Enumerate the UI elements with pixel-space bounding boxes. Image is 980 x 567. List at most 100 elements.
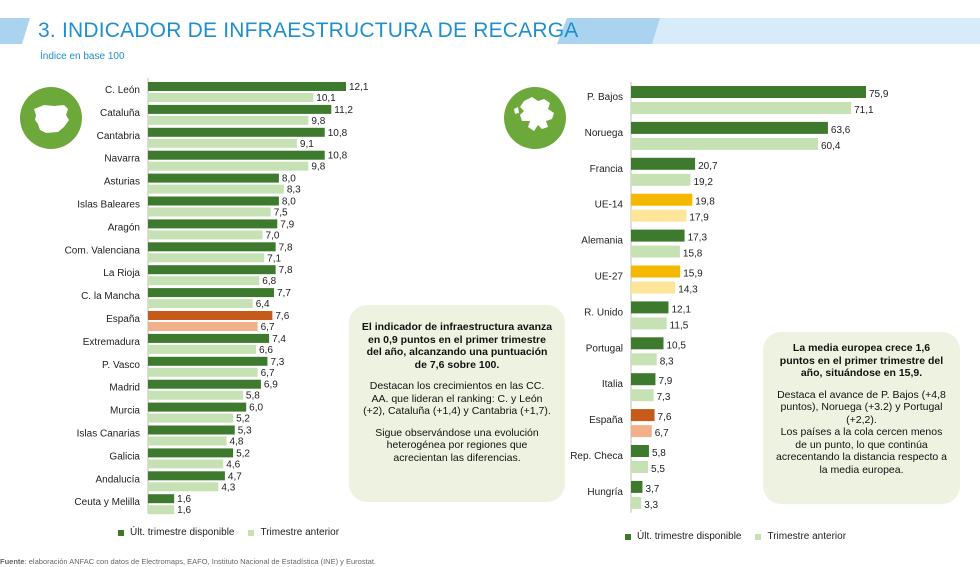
value-label-current-alemania: 17,3 [688,233,708,244]
footer-source: Fuente: elaboración ANFAC con datos de E… [0,557,376,566]
legend-previous-label: Trimestre anterior [767,531,847,542]
value-label-previous-extremadura: 6,6 [259,345,273,356]
value-label-previous-andalucia: 4,3 [221,482,235,493]
bar-previous-portugal [631,353,657,366]
legend-right: Últ. trimestre disponible Trimestre ante… [625,531,846,542]
bar-current-francia [631,157,696,170]
value-label-previous-c-leon: 10,1 [316,93,336,104]
value-label-current-extremadura: 7,4 [272,334,286,345]
value-label-current-com-valenciana: 7,8 [279,242,293,253]
value-label-previous-noruega: 60,4 [821,141,841,152]
header-band-left [0,18,30,44]
value-label-current-galicia: 5,2 [236,448,250,459]
value-label-previous-galicia: 4,6 [226,459,240,470]
bar-previous-islas-canarias [148,436,227,446]
category-label-ue-27: UE-27 [595,272,624,283]
value-label-current-andalucia: 4,7 [228,471,242,482]
category-label-portugal: Portugal [586,343,623,354]
bar-current-rep-checa [631,445,649,457]
bar-previous-cataluna [148,115,309,125]
legend-current-swatch [625,533,631,540]
bar-previous-ue-27 [631,281,676,294]
value-label-current-p-bajos: 75,9 [869,89,889,100]
category-label-islas-canarias: Islas Canarias [77,429,140,440]
value-label-current-espana: 7,6 [275,311,289,322]
category-label-navarra: Navarra [104,154,140,165]
bar-previous-p-bajos [631,102,852,114]
value-label-previous-rep-checa: 5,5 [651,464,665,475]
value-label-current-francia: 20,7 [698,161,718,172]
category-label-r-unido: R. Unido [584,307,623,318]
note-left-p3: Sigue observándose una evolución heterog… [375,426,539,464]
note-right-p3: Los países a la cola cercen menos de un … [775,426,948,476]
value-label-current-ue-14: 19,8 [695,197,715,208]
bar-current-andalucia [148,471,225,481]
value-label-previous-asturias: 8,3 [287,185,301,196]
bar-current-com-valenciana [148,242,276,252]
footer-source-label: Fuente [0,557,25,566]
bar-previous-com-valenciana [148,253,265,263]
bar-previous-madrid [148,390,243,400]
value-label-current-rep-checa: 5,8 [652,448,666,459]
bar-previous-islas-baleares [148,207,271,217]
category-label-c-la-mancha: C. la Mancha [81,291,140,302]
value-label-current-murcia: 6,0 [249,403,263,414]
value-label-current-madrid: 6,9 [264,380,278,391]
value-label-previous-la-rioja: 6,8 [262,276,276,287]
category-label-rep-checa: Rep. Checa [570,451,623,462]
category-label-madrid: Madrid [109,383,140,394]
value-label-previous-espana: 6,7 [261,322,275,333]
bar-previous-extremadura [148,344,256,354]
bar-previous-navarra [148,161,309,171]
header-band [0,18,980,44]
category-label-asturias: Asturias [104,177,140,188]
category-label-ceuta-y-melilla: Ceuta y Melilla [74,497,140,508]
value-label-current-la-rioja: 7,8 [279,265,293,276]
legend-left: Últ. trimestre disponible Trimestre ante… [118,527,339,538]
category-label-hungria: Hungría [587,487,623,498]
bar-current-cataluna [148,104,332,114]
bar-current-italia [631,373,656,386]
bar-current-aragon [148,219,278,229]
category-label-aragon: Aragón [108,222,140,233]
bar-current-ue-14 [631,193,693,206]
value-label-previous-madrid: 5,8 [246,391,260,402]
legend-previous-swatch [755,533,762,540]
note-right: La media europea crece 1,6 puntos en el … [763,332,960,504]
value-label-previous-murcia: 5,2 [236,414,250,425]
bar-current-espana [631,409,655,422]
value-label-previous-italia: 7,3 [657,392,671,403]
page-subtitle: Índice en base 100 [40,51,125,62]
value-label-previous-islas-canarias: 4,8 [230,437,244,448]
bar-previous-hungria [631,496,642,509]
category-label-francia: Francia [590,164,624,175]
value-label-previous-islas-baleares: 7,5 [274,208,288,219]
value-label-previous-p-vasco: 6,7 [261,368,275,379]
value-label-previous-francia: 19,2 [693,177,713,188]
category-label-cataluna: Cataluña [100,108,140,119]
bar-previous-asturias [148,184,284,194]
value-label-current-p-vasco: 7,3 [270,357,284,368]
bar-current-p-vasco [148,356,268,366]
legend-previous-swatch [248,529,255,536]
value-label-current-ue-27: 15,9 [683,269,703,280]
bar-current-c-leon [148,82,346,91]
bar-previous-francia [631,173,691,186]
value-label-current-c-leon: 12,1 [349,82,369,93]
bar-previous-c-leon [148,93,314,102]
value-label-current-portugal: 10,5 [667,340,687,351]
bar-current-islas-baleares [148,196,279,206]
bar-previous-espana [631,425,652,438]
value-label-current-r-unido: 12,1 [671,304,691,315]
chart-regions: C. León 12,1 10,1 Cataluña 11,2 9,8 Cantabria 1… [65,78,369,516]
bar-current-r-unido [631,301,669,314]
bar-previous-murcia [148,413,234,423]
value-label-current-cantabria: 10,8 [328,128,348,139]
category-label-la-rioja: La Rioja [103,268,140,279]
value-label-previous-c-la-mancha: 6,4 [256,299,270,310]
bar-previous-galicia [148,459,224,469]
value-label-previous-hungria: 3,3 [644,500,658,511]
legend-current-swatch [118,529,124,536]
bar-current-navarra [148,150,325,160]
category-label-galicia: Galicia [109,451,140,462]
